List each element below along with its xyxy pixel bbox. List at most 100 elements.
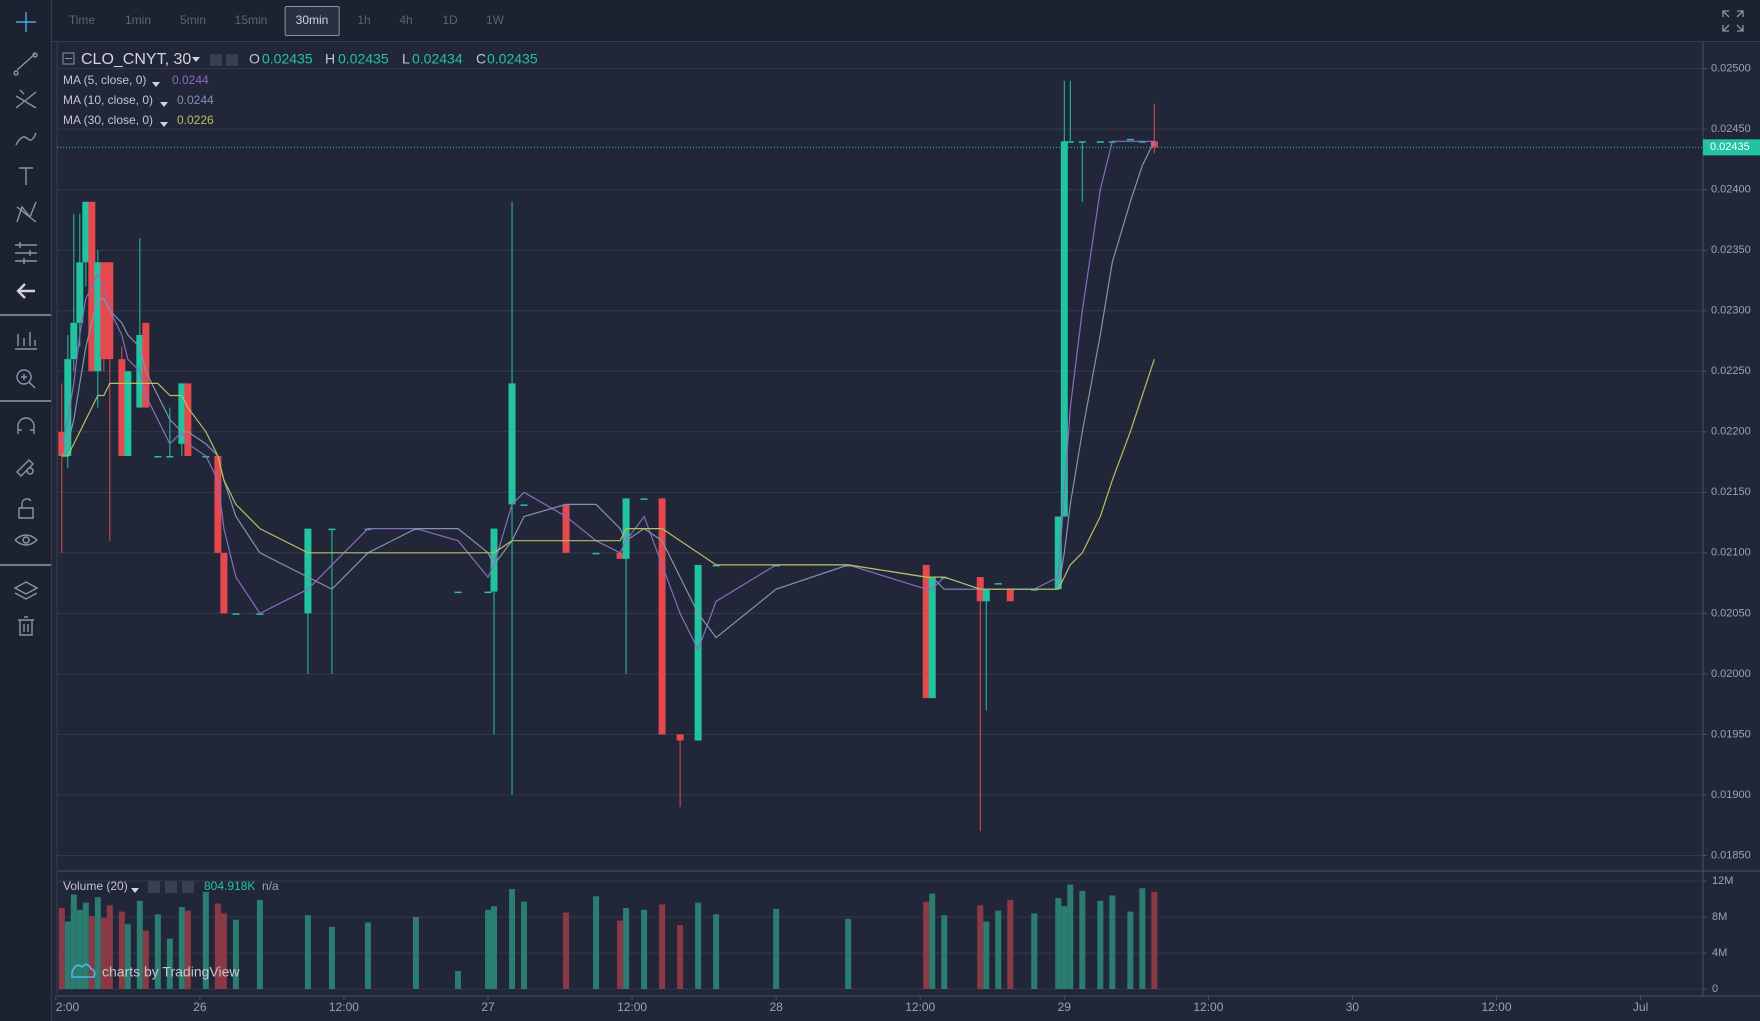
x-tick-label: 12:00 bbox=[329, 1000, 359, 1014]
volume-bar bbox=[593, 896, 600, 989]
x-tick-label: 2:00 bbox=[56, 1000, 80, 1014]
y-tick-label: 0.02450 bbox=[1711, 123, 1751, 135]
ohlc-label: H bbox=[325, 51, 335, 67]
candle-body bbox=[1096, 141, 1104, 143]
candle-body bbox=[982, 589, 990, 602]
visibility-tool[interactable] bbox=[14, 534, 39, 546]
candle-body bbox=[592, 552, 600, 555]
volume-bar bbox=[563, 912, 570, 989]
volume-bar bbox=[100, 917, 107, 989]
volume-bar bbox=[82, 902, 89, 989]
candle-body bbox=[256, 613, 264, 615]
volume-bar bbox=[106, 905, 113, 989]
candle-body bbox=[616, 552, 624, 559]
remove-tool[interactable] bbox=[18, 616, 34, 636]
volume-bar bbox=[154, 914, 161, 989]
brand-logo[interactable] bbox=[71, 963, 96, 978]
volume-legend[interactable]: Volume (20) bbox=[63, 879, 128, 893]
candle-body bbox=[124, 371, 132, 456]
volume-bar bbox=[773, 908, 780, 989]
candle-body bbox=[844, 564, 852, 567]
interval-button[interactable]: Time bbox=[68, 13, 96, 27]
zoom-tool[interactable] bbox=[16, 369, 36, 389]
volume-remove[interactable] bbox=[182, 881, 194, 893]
volume-bar bbox=[617, 920, 624, 989]
volume-bar bbox=[1139, 888, 1146, 989]
volume-bar bbox=[983, 921, 990, 989]
y-tick-label: 0.01900 bbox=[1711, 789, 1751, 801]
ohlc-label: L bbox=[402, 51, 410, 67]
ma-legend: MA (5, close, 0) bbox=[63, 73, 146, 87]
volume-bar bbox=[659, 904, 666, 989]
candle-body bbox=[658, 498, 666, 735]
volume-bar bbox=[166, 938, 173, 989]
interval-button[interactable]: 15min bbox=[234, 13, 268, 27]
measure-tool[interactable] bbox=[15, 332, 37, 350]
candle-body bbox=[484, 591, 492, 594]
crosshair-tool[interactable] bbox=[16, 12, 36, 32]
candle-body bbox=[1006, 589, 1014, 602]
magnet-tool[interactable] bbox=[17, 417, 35, 434]
y-tick-label: 0.02350 bbox=[1711, 244, 1751, 256]
trend-line-tool[interactable] bbox=[13, 52, 38, 76]
candle-body bbox=[520, 504, 528, 506]
hide-button[interactable] bbox=[226, 54, 238, 66]
ohlc-value: 0.02435 bbox=[262, 51, 313, 67]
settings-button[interactable] bbox=[210, 54, 222, 66]
interval-button[interactable]: 1D bbox=[442, 13, 458, 27]
x-tick-label: 27 bbox=[481, 1000, 495, 1014]
candle-body bbox=[712, 564, 720, 567]
candle-body bbox=[490, 528, 498, 592]
candle-body bbox=[640, 498, 648, 500]
symbol-menu[interactable] bbox=[192, 57, 200, 62]
volume-hide[interactable] bbox=[165, 881, 177, 893]
volume-bar bbox=[256, 899, 263, 989]
prediction-tool[interactable] bbox=[15, 242, 37, 264]
candle-body bbox=[1060, 141, 1068, 517]
last-price-box bbox=[1703, 139, 1760, 156]
symbol-title[interactable]: CLO_CNYT, 30 bbox=[81, 51, 191, 68]
lock-tool[interactable] bbox=[18, 498, 34, 519]
x-tick-label: 12:00 bbox=[1481, 1000, 1511, 1014]
ma-value: 0.0244 bbox=[177, 93, 214, 107]
interval-button[interactable]: 30min bbox=[284, 6, 340, 36]
collapse-button[interactable] bbox=[62, 52, 75, 65]
pattern-tool[interactable] bbox=[16, 201, 37, 223]
back-tool[interactable] bbox=[16, 283, 35, 299]
volume-settings[interactable] bbox=[148, 881, 160, 893]
y-tick-label: 0.02050 bbox=[1711, 607, 1751, 619]
ma-value: 0.0244 bbox=[172, 73, 209, 87]
volume-bar bbox=[214, 903, 221, 989]
interval-button[interactable]: 4h bbox=[399, 13, 413, 27]
ohlc-label: O bbox=[249, 51, 260, 67]
candle-body bbox=[1030, 589, 1038, 591]
x-tick-label: 28 bbox=[769, 1000, 783, 1014]
volume-bar bbox=[713, 914, 720, 989]
interval-button[interactable]: 5min bbox=[179, 13, 207, 27]
branding[interactable]: charts by TradingView bbox=[102, 964, 240, 980]
fib-tool[interactable] bbox=[15, 89, 37, 109]
interval-button[interactable]: 1h bbox=[357, 13, 371, 27]
candle-body bbox=[214, 456, 222, 553]
stay-drawing-tool[interactable] bbox=[16, 459, 34, 477]
interval-button[interactable]: 1min bbox=[124, 13, 152, 27]
volume-bar bbox=[328, 926, 335, 989]
x-tick-label: 30 bbox=[1346, 1000, 1360, 1014]
candle-body bbox=[232, 613, 240, 615]
y-tick-label: 0.02000 bbox=[1711, 668, 1751, 680]
candle-body bbox=[118, 359, 126, 456]
volume-bar bbox=[1079, 890, 1086, 989]
text-tool[interactable] bbox=[19, 167, 33, 185]
object-tree-tool[interactable] bbox=[13, 581, 39, 600]
volume-bar bbox=[845, 918, 852, 989]
fullscreen-button[interactable] bbox=[1718, 6, 1748, 36]
candle-body bbox=[928, 577, 936, 699]
candle-body bbox=[922, 564, 930, 699]
legend-menu[interactable] bbox=[131, 82, 168, 893]
y-tick-label: 0.02100 bbox=[1711, 547, 1751, 559]
volume-bar bbox=[1061, 906, 1068, 989]
interval-button[interactable]: 1W bbox=[486, 13, 504, 27]
volume-bar bbox=[941, 915, 948, 989]
brush-tool[interactable] bbox=[15, 132, 37, 146]
x-tick-label: 12:00 bbox=[1193, 1000, 1223, 1014]
